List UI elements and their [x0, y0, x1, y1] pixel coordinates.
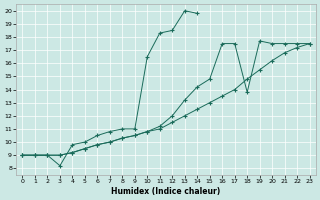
X-axis label: Humidex (Indice chaleur): Humidex (Indice chaleur)	[111, 187, 221, 196]
